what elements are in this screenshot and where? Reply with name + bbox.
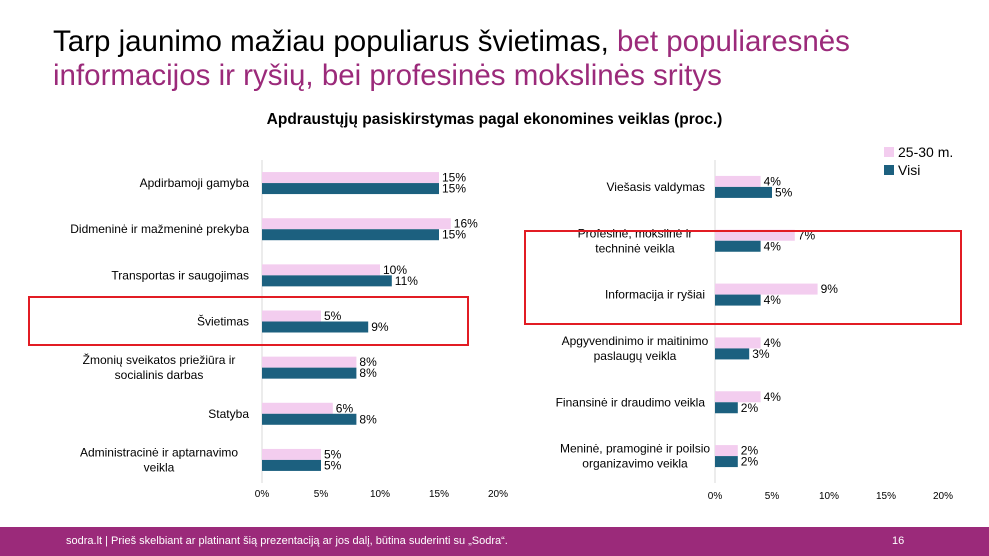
data-label-visi: 5% [324, 458, 342, 472]
data-label-visi: 8% [359, 412, 377, 426]
data-label-25-30: 4% [764, 174, 782, 188]
data-label-visi: 2% [741, 401, 759, 415]
bar-visi [262, 183, 439, 195]
x-tick-label: 0% [255, 489, 270, 500]
category-label: Apdirbamoji gamyba [140, 176, 250, 190]
data-label-25-30: 16% [454, 217, 478, 231]
legend-swatch-visi [884, 165, 894, 175]
legend-label-visi: Visi [898, 162, 921, 178]
x-tick-label: 15% [876, 491, 896, 502]
data-label-visi: 4% [764, 239, 782, 253]
category-label: Viešasis valdymas [607, 180, 705, 194]
legend-label-25-30: 25-30 m. [898, 144, 954, 160]
x-tick-label: 5% [314, 489, 329, 500]
data-label-25-30: 10% [383, 263, 407, 277]
category-label: Didmeninė ir mažmeninė prekyba [70, 222, 249, 236]
category-label: Administracinė ir aptarnavimo veikla [80, 445, 238, 474]
category-label: Švietimas [197, 314, 249, 329]
data-label-visi: 3% [752, 347, 770, 361]
data-label-25-30: 4% [764, 336, 782, 350]
x-tick-label: 5% [765, 491, 780, 502]
x-tick-label: 10% [819, 491, 839, 502]
bar-visi [262, 229, 439, 241]
bar-25-30 [715, 337, 761, 349]
bar-25-30 [262, 356, 357, 368]
data-label-25-30: 15% [442, 171, 466, 185]
bar-25-30 [715, 445, 738, 457]
bar-visi [262, 275, 392, 287]
page-number: 16 [892, 535, 905, 547]
highlight-box-prof-info [524, 230, 962, 325]
bar-visi [715, 294, 761, 306]
data-label-visi: 4% [764, 293, 782, 307]
category-label: Informacija ir ryšiai [605, 288, 705, 302]
data-label-visi: 8% [359, 366, 377, 380]
bar-25-30 [715, 175, 761, 187]
bar-visi [262, 413, 357, 425]
data-label-25-30: 6% [336, 401, 354, 415]
chart-title: Apdraustųjų pasiskirstymas pagal ekonomi… [266, 111, 723, 128]
bar-visi [715, 402, 738, 414]
highlight-box-svietimas [28, 296, 469, 346]
x-tick-label: 20% [488, 489, 508, 500]
bar-visi [262, 321, 369, 333]
footer-text: sodra.lt | Prieš skelbiant ar platinant … [66, 535, 508, 547]
bar-25-30 [262, 402, 333, 414]
legend-item-visi: Visi [884, 161, 953, 179]
data-label-25-30: 2% [741, 444, 759, 458]
data-label-visi: 15% [442, 228, 466, 242]
data-label-visi: 9% [371, 320, 389, 334]
data-label-visi: 5% [775, 185, 793, 199]
category-label: Transportas ir saugojimas [111, 268, 249, 282]
bar-25-30 [262, 218, 451, 230]
bar-visi [262, 459, 321, 471]
x-tick-label: 10% [370, 489, 390, 500]
bar-visi [715, 456, 738, 468]
category-label: Finansinė ir draudimo veikla [556, 395, 706, 409]
slide-title-part1: Tarp jaunimo mažiau populiarus švietimas… [53, 25, 618, 58]
x-tick-label: 15% [429, 489, 449, 500]
slide-title: Tarp jaunimo mažiau populiarus švietimas… [53, 25, 953, 93]
bar-25-30 [715, 391, 761, 403]
footer-bar: sodra.lt | Prieš skelbiant ar platinant … [0, 527, 989, 556]
category-label: Meninė, pramoginė ir poilsio organizavimo… [560, 442, 710, 471]
data-label-visi: 2% [741, 455, 759, 469]
bar-visi [715, 240, 761, 252]
data-label-25-30: 5% [324, 447, 342, 461]
x-tick-label: 20% [933, 491, 953, 502]
category-label: Žmonių sveikatos priežiūra ir socialinis … [83, 352, 236, 382]
data-label-25-30: 4% [764, 390, 782, 404]
category-label: Statyba [208, 407, 249, 421]
slide-title-highlight: bet populiaresnės informacijos ir ryšių,… [53, 25, 850, 92]
footer-disclaimer: | Prieš skelbiant ar platinant šią preze… [102, 535, 508, 547]
bar-25-30 [262, 264, 380, 276]
bar-visi [262, 367, 357, 379]
category-label: Profesinė, mokslinė ir techninė veikla [578, 226, 693, 255]
bar-25-30 [715, 283, 818, 295]
data-label-visi: 15% [442, 182, 466, 196]
data-label-visi: 11% [395, 274, 418, 288]
legend-item-25-30: 25-30 m. [884, 143, 953, 161]
category-label: Apgyvendinimo ir maitinimo paslaugų veikl… [562, 334, 709, 363]
data-label-25-30: 8% [359, 355, 377, 369]
bar-25-30 [262, 310, 321, 322]
bar-visi [715, 348, 750, 360]
bar-25-30 [715, 229, 795, 241]
footer-brand: sodra.lt [66, 535, 103, 547]
chart-legend: 25-30 m. Visi [884, 143, 953, 179]
data-label-25-30: 5% [324, 309, 342, 323]
bar-visi [715, 186, 772, 198]
data-label-25-30: 9% [821, 282, 839, 296]
legend-swatch-25-30 [884, 147, 894, 157]
bar-25-30 [262, 172, 439, 184]
bar-25-30 [262, 448, 321, 460]
x-tick-label: 0% [708, 491, 723, 502]
